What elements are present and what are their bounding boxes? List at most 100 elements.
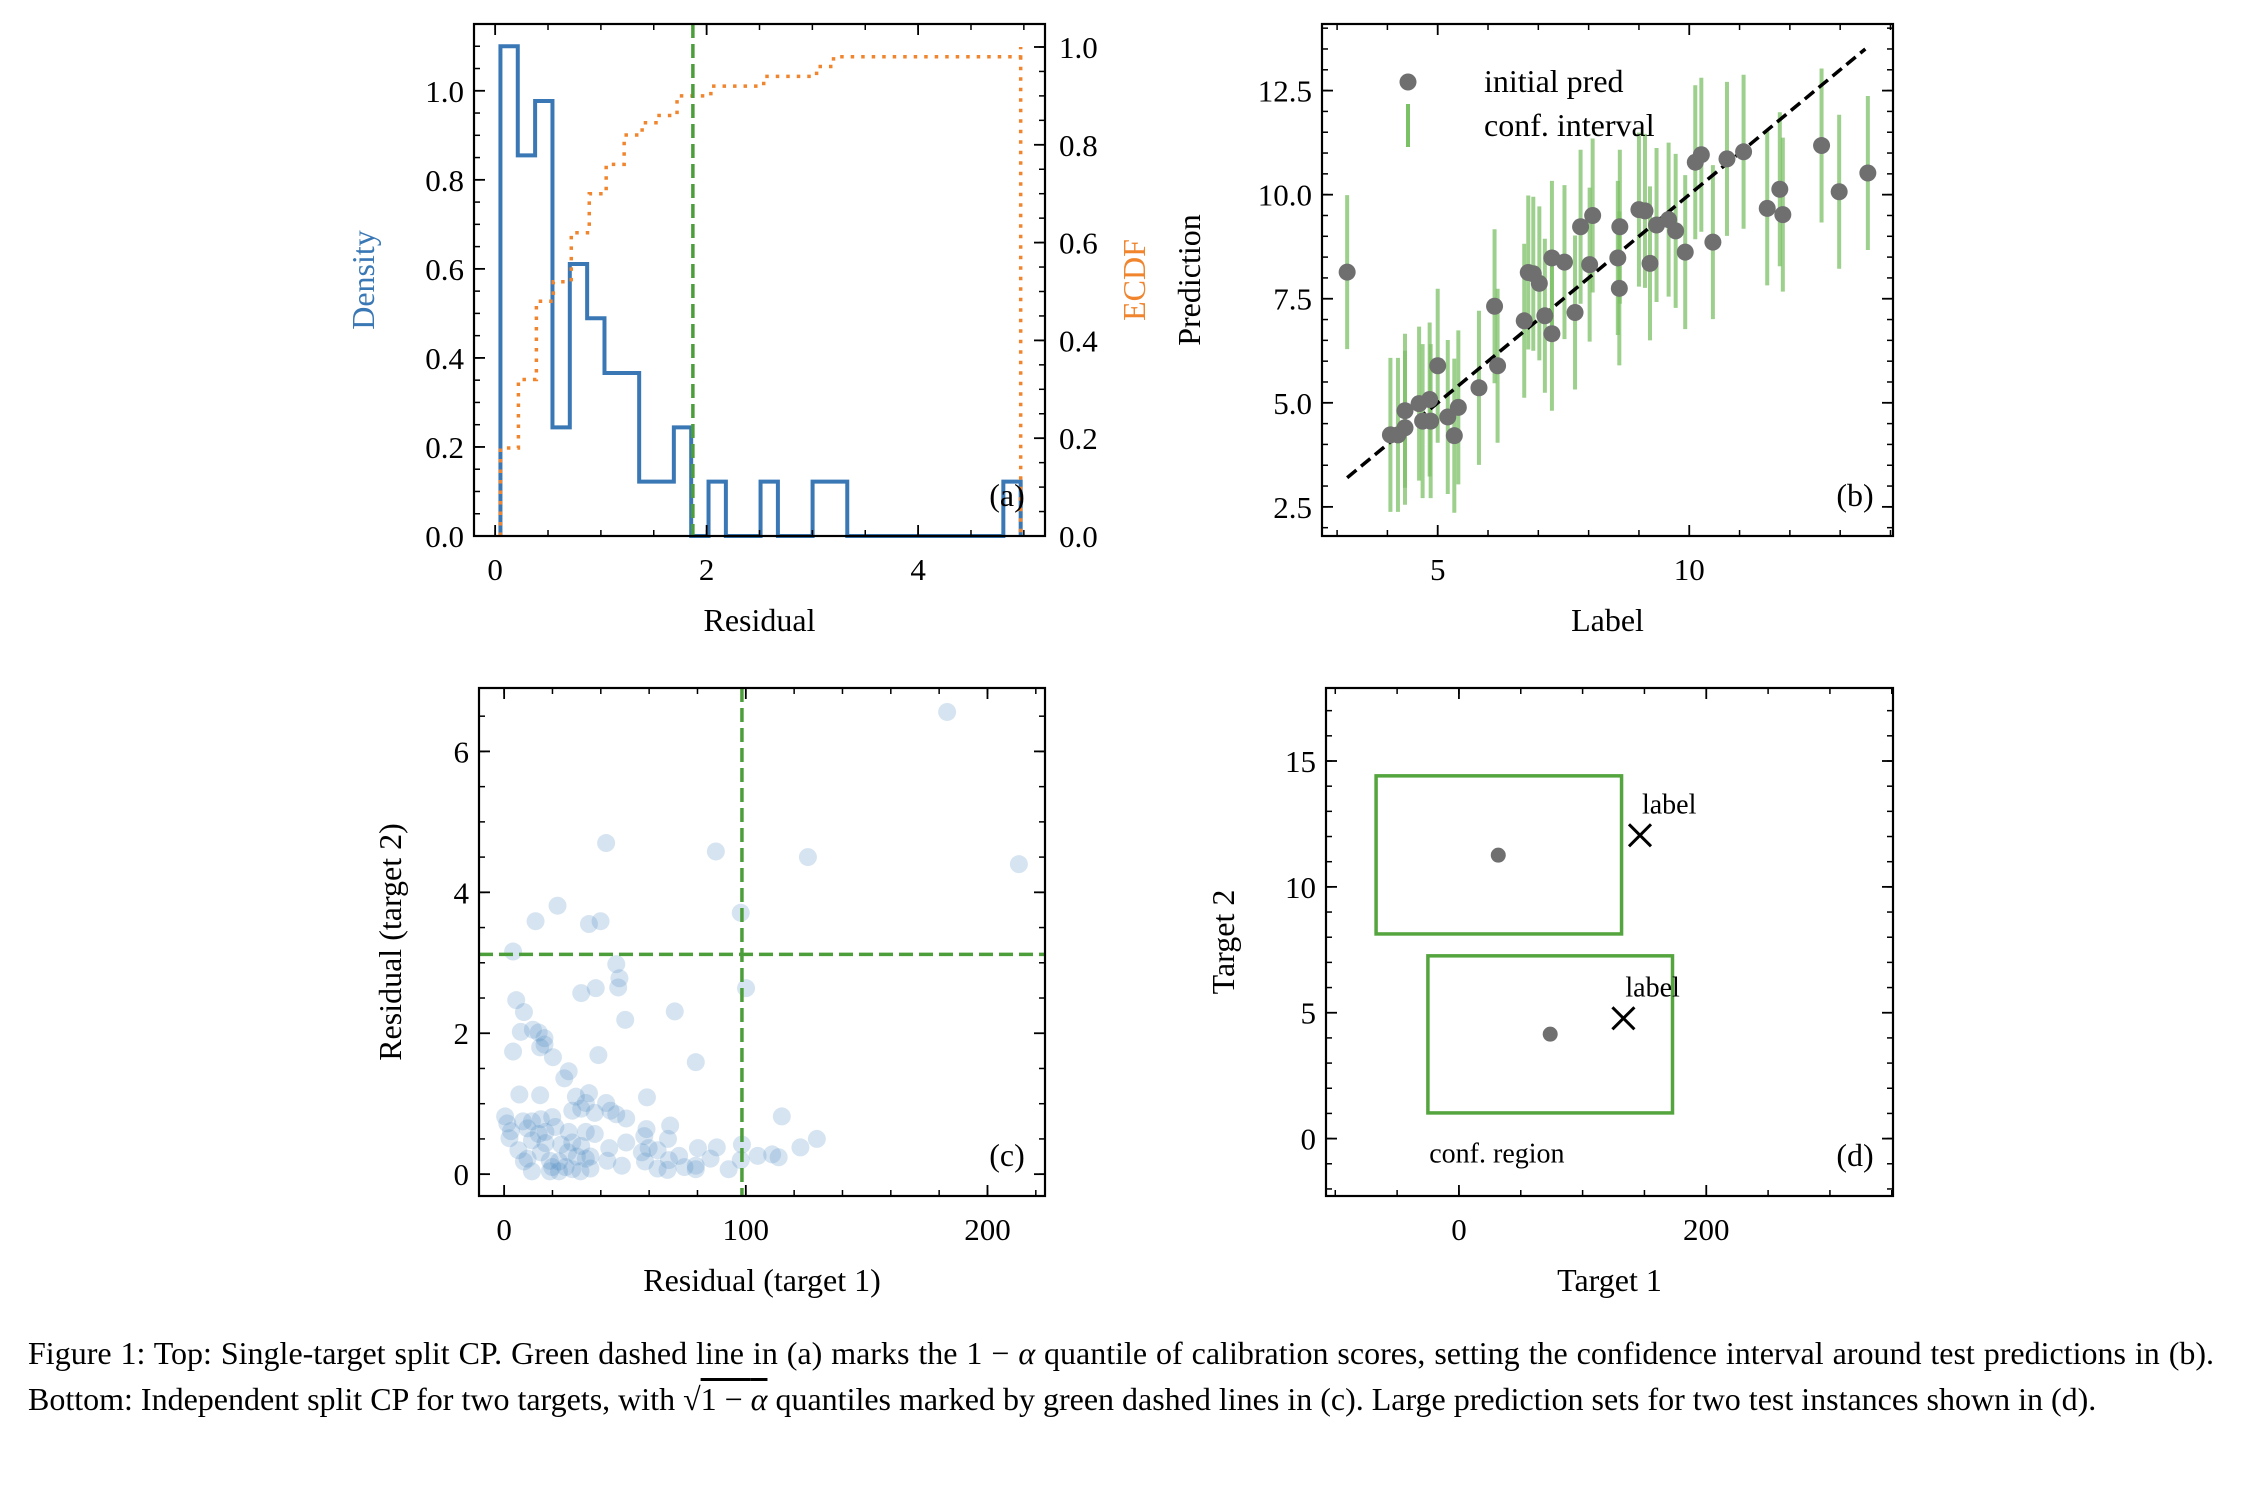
residual-point [518,1149,537,1168]
residual-point [601,1101,620,1120]
residual-point [540,1162,559,1181]
y-tick-label: 0.8 [425,163,464,198]
histogram-bar [830,482,847,536]
y-tick-label: 10 [1285,870,1316,905]
residual-point [563,1160,582,1179]
residual-point [732,1135,751,1154]
residual-point [536,1134,555,1153]
x-tick-label: 0 [496,1212,512,1247]
label-x-marker [1611,1006,1636,1031]
residual-point [559,1122,578,1141]
histogram-bar [518,155,535,536]
panel-a: 0 2 4 0.0 0.2 0.4 0.6 0.8 1.0 Residual Density (a) 0… [345,22,1152,638]
prediction-point [1774,206,1792,224]
axes-frame: 0 200 0 5 10 15 Target 1 Target 2 (d) [1205,686,1895,1298]
caption-sqrt-body: 1 − α [701,1381,768,1417]
prediction-point [1581,256,1599,274]
residual-point [504,1042,523,1061]
residual-point [586,979,605,998]
histogram-bar [674,427,691,536]
x-tick-label: 0 [1451,1212,1467,1247]
prediction-point [1490,847,1506,863]
residual-point [675,1158,694,1177]
residual-point [552,1135,571,1154]
y-right-axis-label: ECDF [1116,239,1152,321]
residual-point [616,1010,635,1029]
y-right-tick-label: 0.0 [1059,519,1098,554]
residual-point [513,1112,532,1131]
residual-point [548,896,567,915]
residual-point [607,1105,626,1124]
y-tick-label: 1.0 [425,74,464,109]
y-tick-label: 2 [454,1016,470,1051]
label-x-marker [1627,823,1653,848]
residual-point [523,1020,542,1039]
caption-alpha: α [750,1381,768,1417]
prediction-point [1611,218,1629,236]
x-tick-label: 100 [723,1212,770,1247]
residual-point [798,848,817,867]
x-tick-label: 5 [1430,552,1446,587]
residual-point [632,1143,651,1162]
residual-point [540,1151,559,1170]
axes-frame: 0 2 4 0.0 0.2 0.4 0.6 0.8 1.0 Residual Density (a) 0… [345,22,1152,638]
prediction-point [1396,419,1414,437]
residual-point [535,1035,554,1054]
legend-label: conf. interval [1484,107,1655,143]
residual-point [572,1136,591,1155]
residual-point [543,1158,562,1177]
prediction-point [1515,312,1533,330]
histogram-bar [587,318,604,536]
x-tick-label: 2 [699,552,715,587]
caption-sqrt: √ [683,1381,701,1417]
legend-label: initial pred [1484,63,1624,99]
residual-point [648,1141,667,1160]
prediction-point [1735,143,1753,161]
x-axis-label: Label [1571,602,1644,638]
residual-point [529,1124,548,1143]
residual-point [701,1149,720,1168]
conf-region-box [1374,774,1624,936]
ecdf-line [498,46,1023,536]
prediction-point [1813,137,1831,155]
prediction-point [1830,183,1848,201]
residual-point [526,912,545,931]
residual-point [648,1159,667,1178]
residual-point [572,1099,591,1118]
x-marker-stroke [1611,1006,1636,1031]
prediction-point [1396,402,1414,420]
panel-label: (b) [1836,477,1873,513]
residual-point [597,834,616,853]
axes-box [1324,686,1895,1198]
residual-point [719,1160,738,1179]
y-tick-label: 0.0 [425,519,464,554]
residual-point [763,1145,782,1164]
x-axis-label: Target 1 [1557,1262,1662,1298]
residual-point [566,1087,585,1106]
caption-text: quantile of calibration scores, setting … [28,1335,2215,1417]
y-right-tick-label: 0.4 [1059,323,1098,358]
y-tick-label: 6 [454,734,470,769]
residual-point [807,1129,826,1148]
residual-point [576,1149,595,1168]
residual-point [589,1046,608,1065]
residual-point [567,1147,586,1166]
residual-point [637,1120,656,1139]
y-right-tick-label: 0.8 [1059,128,1098,163]
axes-box [1320,22,1895,538]
histogram-bar [657,482,674,536]
residual-point [707,1138,726,1157]
caption-alpha: α [1018,1335,1036,1371]
histogram-bar [604,373,621,536]
y-right-tick-label: 0.2 [1059,421,1098,456]
y-tick-label: 5 [1301,996,1317,1031]
y-axis-label: Residual (target 2) [372,823,408,1061]
residual-point [522,1112,541,1131]
residual-point [543,1048,562,1067]
residual-point [522,1162,541,1181]
residual-point [536,1122,555,1141]
residual-point [659,1151,678,1170]
x-axis-label: Residual (target 1) [643,1262,881,1298]
prediction-point [1771,180,1789,198]
y-tick-label: 15 [1285,744,1316,779]
